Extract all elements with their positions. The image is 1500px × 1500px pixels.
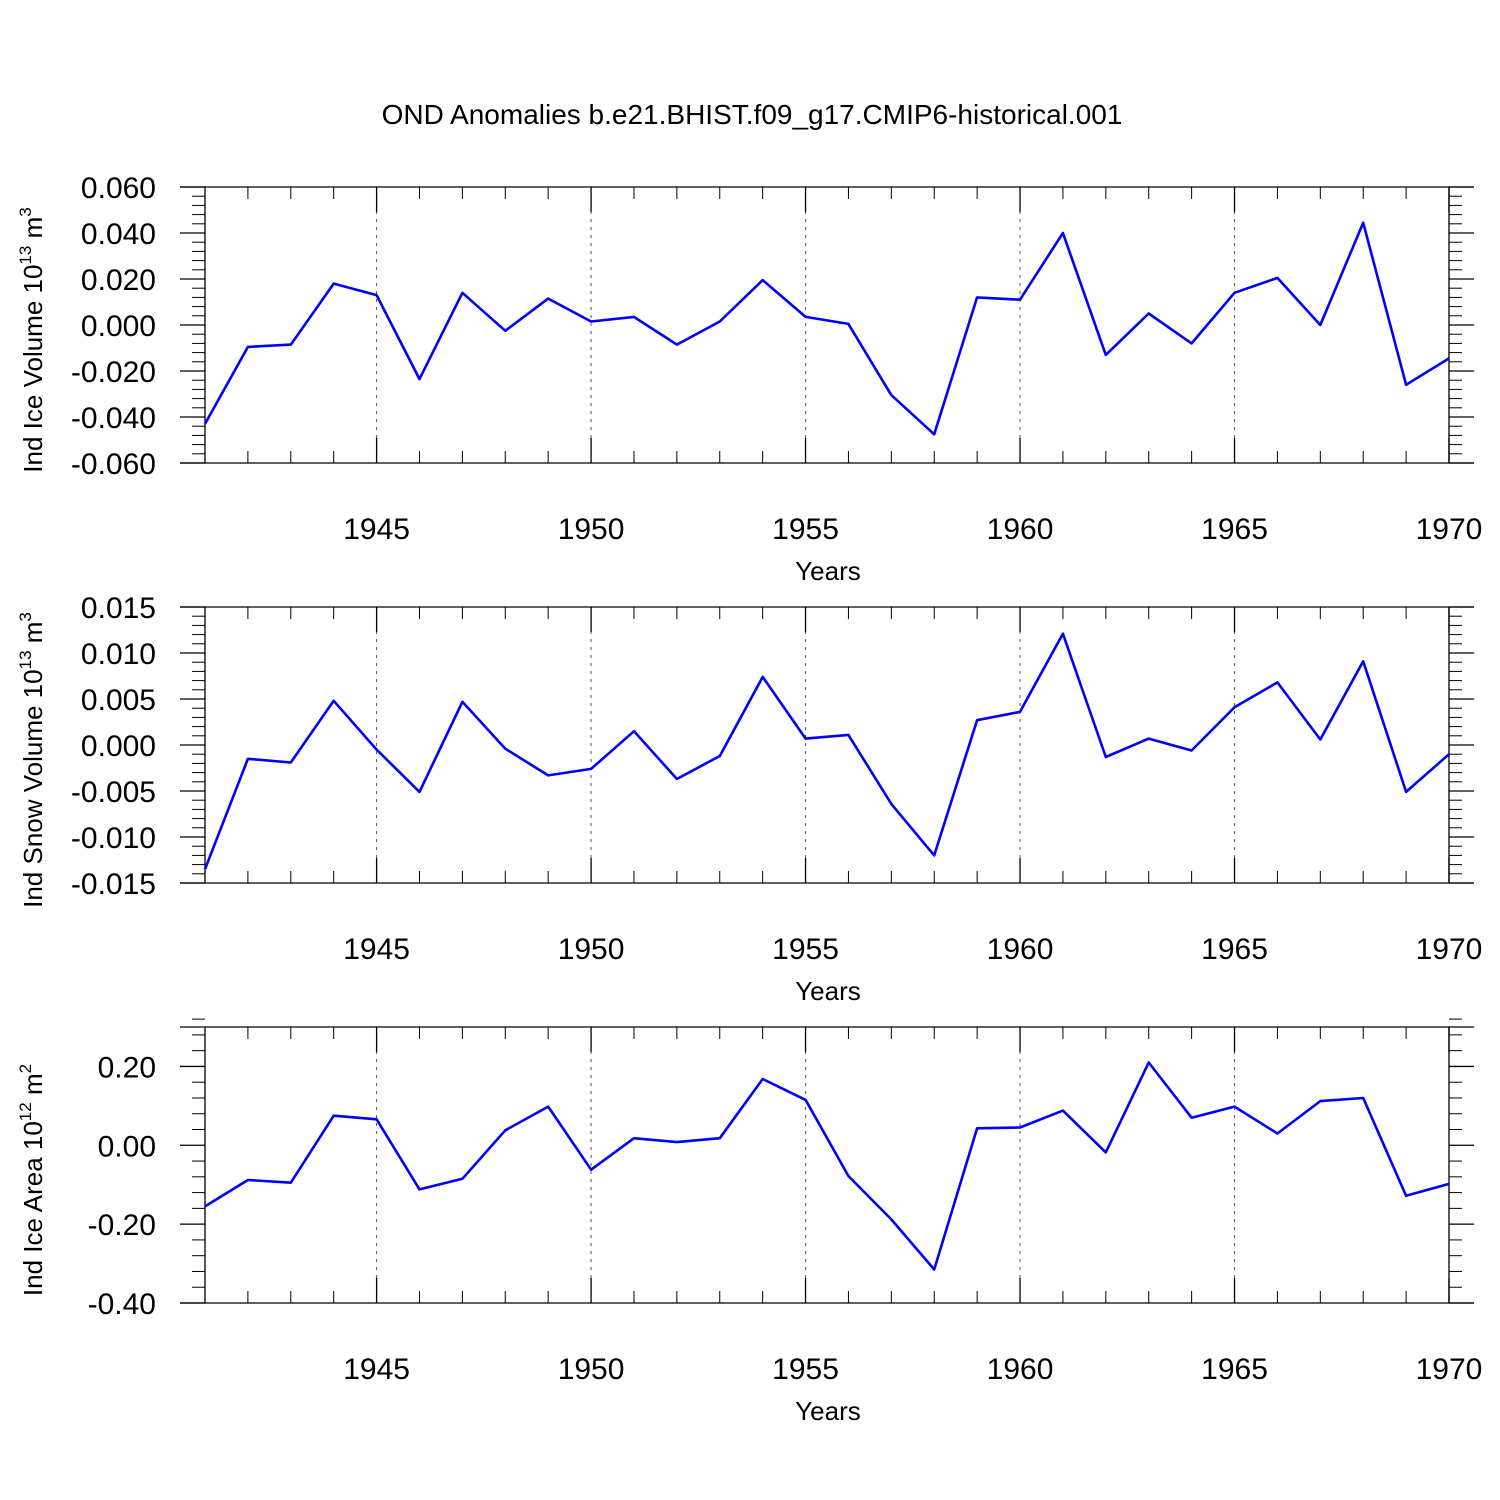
x-tick-label: 1950 bbox=[558, 513, 625, 546]
y-tick-label: -0.40 bbox=[88, 1288, 156, 1321]
x-tick-label: 1970 bbox=[1416, 513, 1483, 546]
panel-2: -0.015 -0.010 -0.005 0.000 0.005 0.010 0.015 19… bbox=[16, 592, 1482, 1006]
y-axis-label: Ind Snow Volume 1013 m3 bbox=[16, 612, 48, 908]
panel-3: -0.40 -0.20 0.00 0.20 1945 1950 1955 1960 1965 19… bbox=[16, 1018, 1483, 1426]
series-line bbox=[204, 1061, 1450, 1271]
x-tick-label: 1970 bbox=[1416, 1353, 1483, 1386]
x-tick-label: 1960 bbox=[987, 513, 1054, 546]
x-tick-label: 1955 bbox=[772, 1353, 839, 1386]
x-tick-label: 1955 bbox=[772, 513, 839, 546]
x-axis-label: Years bbox=[795, 556, 861, 586]
y-tick-label: 0.000 bbox=[81, 730, 156, 763]
series-line bbox=[203, 221, 1450, 436]
figure-title: OND Anomalies b.e21.BHIST.f09_g17.CMIP6-… bbox=[382, 99, 1123, 130]
y-axis-label: Ind Ice Volume 1013 m3 bbox=[16, 207, 48, 472]
x-tick-label: 1950 bbox=[558, 1353, 625, 1386]
y-tick-label: 0.00 bbox=[98, 1130, 156, 1163]
y-tick-label: 0.015 bbox=[81, 592, 156, 625]
x-tick-label: 1945 bbox=[343, 513, 410, 546]
y-tick-label: -0.040 bbox=[71, 402, 156, 435]
y-tick-label: 0.20 bbox=[98, 1051, 156, 1084]
y-tick-label: -0.015 bbox=[71, 868, 156, 901]
y-axis-label: Ind Ice Area 1012 m2 bbox=[16, 1064, 48, 1296]
x-tick-label: 1945 bbox=[343, 933, 410, 966]
y-tick-label: 0.060 bbox=[81, 172, 156, 205]
x-tick-label: 1965 bbox=[1201, 1353, 1268, 1386]
y-tick-label: -0.060 bbox=[71, 448, 156, 481]
x-axis-label: Years bbox=[795, 976, 861, 1006]
x-tick-label: 1965 bbox=[1201, 513, 1268, 546]
series-line bbox=[203, 632, 1450, 870]
x-tick-label: 1960 bbox=[987, 933, 1054, 966]
x-tick-label: 1970 bbox=[1416, 933, 1483, 966]
y-tick-label: 0.000 bbox=[81, 310, 156, 343]
x-tick-label: 1945 bbox=[343, 1353, 410, 1386]
y-tick-label: 0.005 bbox=[81, 684, 156, 717]
y-tick-label: 0.010 bbox=[81, 638, 156, 671]
y-tick-label: -0.010 bbox=[71, 822, 156, 855]
x-tick-label: 1950 bbox=[558, 933, 625, 966]
panel-1: -0.060 -0.040 -0.020 0.000 0.020 0.040 0.060 19… bbox=[16, 172, 1482, 586]
x-tick-label: 1965 bbox=[1201, 933, 1268, 966]
x-axis-label: Years bbox=[795, 1396, 861, 1426]
y-tick-label: 0.040 bbox=[81, 218, 156, 251]
y-tick-label: -0.020 bbox=[71, 356, 156, 389]
y-tick-label: -0.005 bbox=[71, 776, 156, 809]
y-tick-label: -0.20 bbox=[88, 1209, 156, 1242]
y-tick-label: 0.020 bbox=[81, 264, 156, 297]
x-tick-label: 1955 bbox=[772, 933, 839, 966]
x-tick-label: 1960 bbox=[987, 1353, 1054, 1386]
